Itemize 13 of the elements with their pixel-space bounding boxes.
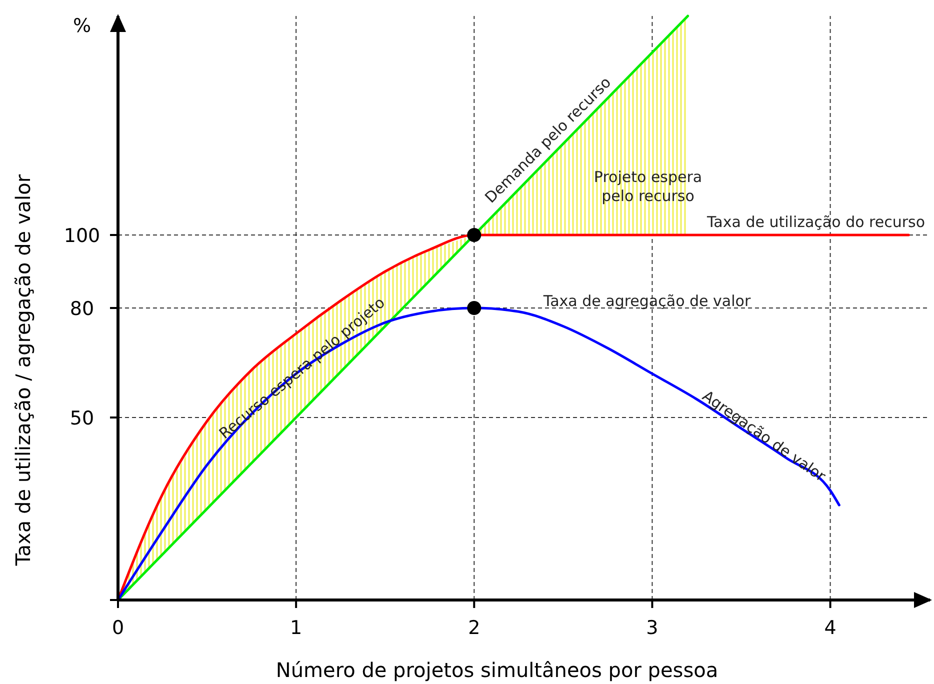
y-tick-label: 50 <box>70 408 94 430</box>
annotation: Taxa de agregação de valor <box>542 292 752 310</box>
x-tick-label: 4 <box>824 617 836 639</box>
x-tick-label: 1 <box>290 617 302 639</box>
y-tick-label: 80 <box>70 298 94 320</box>
x-tick-label: 0 <box>112 617 124 639</box>
y-axis-title: Taxa de utilização / agregação de valor <box>11 174 35 567</box>
y-tick-label: 100 <box>64 225 100 247</box>
x-tick-label: 2 <box>468 617 480 639</box>
x-tick-label: 3 <box>646 617 658 639</box>
x-axis-title: Número de projetos simultâneos por pessoa <box>276 658 718 682</box>
text: % <box>72 15 92 37</box>
annotation: Taxa de utilização do recurso <box>706 213 926 231</box>
